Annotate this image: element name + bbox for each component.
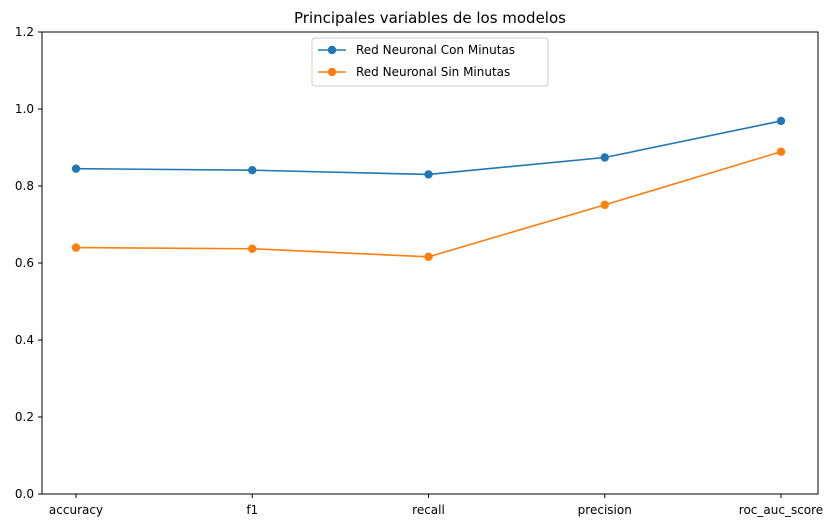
y-tick-label: 0.6 — [15, 256, 34, 270]
series-layer — [71, 116, 786, 262]
x-axis: accuracy f1 recall precision roc_auc_score — [49, 494, 823, 517]
data-point-marker — [776, 116, 786, 126]
series-1 — [71, 116, 786, 179]
x-tick-label: f1 — [246, 503, 258, 517]
y-tick-label: 0.2 — [15, 410, 34, 424]
data-point-marker — [776, 147, 786, 156]
x-tick-label: roc_auc_score — [739, 503, 823, 517]
data-point-marker — [248, 166, 257, 175]
legend-marker-swatch — [327, 67, 337, 77]
plot-area-frame — [41, 31, 819, 495]
series-2 — [71, 147, 786, 262]
data-point-marker — [600, 200, 609, 210]
x-tick-label: accuracy — [49, 503, 103, 517]
chart-title: Principales variables de los modelos — [294, 9, 566, 27]
y-tick-label: 1.2 — [15, 25, 34, 39]
x-tick-label: recall — [412, 503, 445, 517]
y-tick-label: 1.0 — [15, 102, 34, 116]
y-tick-label: 0.0 — [15, 487, 34, 501]
y-tick-label: 0.8 — [15, 179, 34, 193]
y-tick-label: 0.4 — [15, 333, 34, 347]
data-point-marker — [424, 170, 433, 179]
legend-box — [311, 37, 549, 87]
x-tick-label: precision — [578, 503, 632, 517]
y-axis: 0.0 0.2 0.4 0.6 0.8 1.0 1.2 — [15, 25, 42, 501]
legend: Red Neuronal Con Minutas Red Neuronal Si… — [311, 37, 549, 87]
data-point-marker — [71, 243, 81, 252]
legend-entry: Red Neuronal Con Minutas — [318, 43, 515, 57]
series-line — [75, 120, 782, 176]
legend-entry: Red Neuronal Sin Minutas — [318, 65, 510, 79]
data-point-marker — [600, 153, 609, 162]
legend-marker-swatch — [327, 45, 337, 55]
data-point-marker — [71, 164, 81, 173]
legend-label: Red Neuronal Con Minutas — [356, 43, 515, 57]
legend-label: Red Neuronal Sin Minutas — [356, 65, 510, 79]
data-point-marker — [424, 252, 433, 262]
data-point-marker — [248, 244, 257, 253]
series-line — [75, 150, 782, 258]
